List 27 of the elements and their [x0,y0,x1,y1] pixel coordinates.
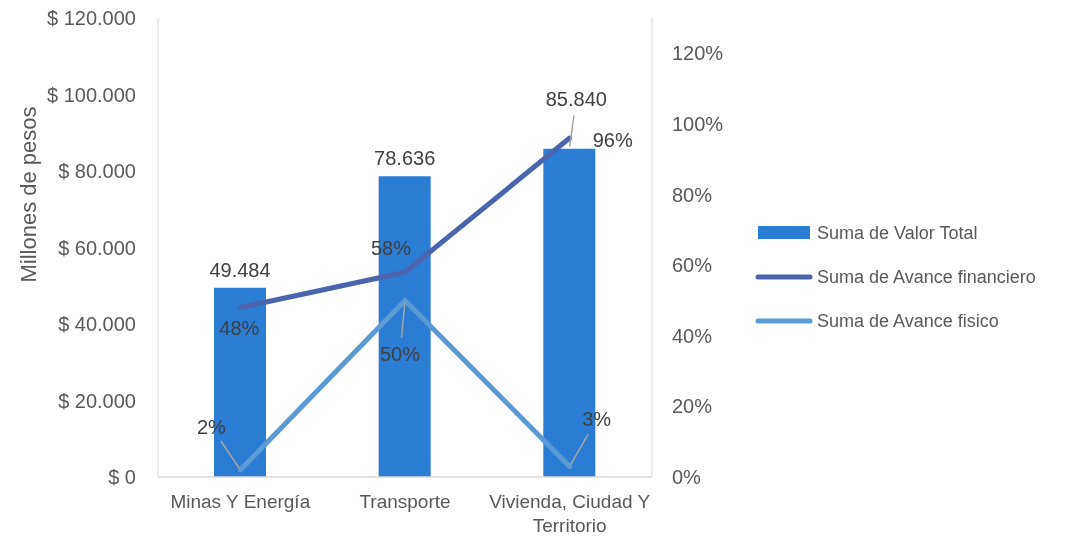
data-label: 78.636 [374,147,436,170]
y2-tick-label: 60% [672,254,713,277]
y2-tick-label: 0% [672,466,702,489]
data-label: 96% [592,129,633,152]
legend-label: Suma de Avance fisico [817,310,999,332]
y2-tick-label: 120% [672,42,724,65]
y2-tick-label: 80% [672,183,713,206]
x-tick-label: Transporte [359,491,451,513]
y-tick-label: $ 80.000 [58,160,136,183]
y2-tick-label: 100% [672,113,724,136]
y-tick-label: $ 20.000 [58,389,136,412]
legend-label: Suma de Avance financiero [817,266,1036,288]
data-label: 49.484 [209,258,271,281]
y-tick-label: $ 100.000 [47,83,136,106]
data-label: 85.840 [545,87,607,110]
y2-tick-label: 40% [672,324,713,347]
legend-label: Suma de Valor Total [817,222,978,244]
y-tick-label: $ 120.000 [47,7,136,30]
y-tick-label: $ 60.000 [58,236,136,259]
x-tick-label: Vivienda, Ciudad Y Territorio [489,491,651,537]
data-label: 48% [219,316,260,339]
x-tick-label: Minas Y Energía [170,491,311,513]
y-tick-label: $ 0 [108,466,136,489]
y-axis-title: Millones de pesos [15,106,41,283]
y2-tick-label: 20% [672,395,713,418]
data-label: 50% [379,343,421,366]
y-tick-label: $ 40.000 [58,313,136,336]
